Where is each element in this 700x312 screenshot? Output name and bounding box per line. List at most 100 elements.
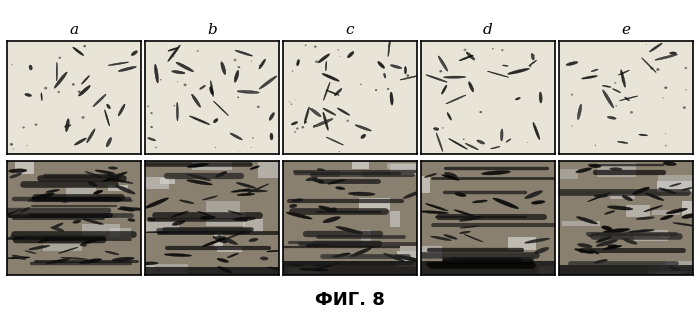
Bar <box>626 205 650 217</box>
Ellipse shape <box>645 193 664 201</box>
Circle shape <box>215 147 216 148</box>
Ellipse shape <box>444 235 457 239</box>
Bar <box>217 247 242 252</box>
Ellipse shape <box>93 94 106 107</box>
Circle shape <box>177 81 178 82</box>
Bar <box>258 162 287 178</box>
Ellipse shape <box>682 214 696 218</box>
Ellipse shape <box>405 66 407 74</box>
Ellipse shape <box>459 231 470 234</box>
Bar <box>361 230 371 246</box>
Circle shape <box>155 147 157 148</box>
Bar <box>547 169 578 179</box>
Circle shape <box>615 82 616 84</box>
Ellipse shape <box>187 180 212 185</box>
Ellipse shape <box>617 141 628 144</box>
Circle shape <box>150 112 153 114</box>
Ellipse shape <box>659 188 676 194</box>
Bar <box>610 193 635 199</box>
Ellipse shape <box>120 207 134 211</box>
Ellipse shape <box>607 206 633 210</box>
Ellipse shape <box>176 62 194 72</box>
Ellipse shape <box>589 164 601 168</box>
Ellipse shape <box>524 238 550 243</box>
Ellipse shape <box>473 200 487 203</box>
Ellipse shape <box>323 112 328 130</box>
Ellipse shape <box>200 216 216 220</box>
Circle shape <box>72 83 75 85</box>
Ellipse shape <box>403 191 421 198</box>
Ellipse shape <box>118 207 144 211</box>
Circle shape <box>78 90 80 93</box>
Text: a: a <box>69 23 79 37</box>
Circle shape <box>685 89 687 90</box>
Ellipse shape <box>318 54 330 63</box>
Ellipse shape <box>589 249 599 254</box>
Ellipse shape <box>430 236 452 241</box>
Ellipse shape <box>172 71 185 74</box>
Circle shape <box>10 143 13 146</box>
Bar <box>82 224 120 237</box>
Ellipse shape <box>317 168 325 171</box>
Bar <box>682 201 696 217</box>
Ellipse shape <box>666 208 687 214</box>
Ellipse shape <box>73 47 84 56</box>
Ellipse shape <box>227 253 239 258</box>
Ellipse shape <box>592 69 598 72</box>
Ellipse shape <box>426 75 447 82</box>
Ellipse shape <box>348 192 375 196</box>
Ellipse shape <box>608 116 616 119</box>
Ellipse shape <box>53 198 67 202</box>
Circle shape <box>252 137 253 139</box>
Ellipse shape <box>106 137 111 147</box>
Ellipse shape <box>144 232 169 233</box>
Bar <box>658 175 693 192</box>
Ellipse shape <box>179 200 194 204</box>
Circle shape <box>294 131 296 133</box>
Ellipse shape <box>433 128 439 130</box>
Bar <box>352 158 369 169</box>
Circle shape <box>466 52 468 53</box>
Ellipse shape <box>0 237 26 240</box>
Circle shape <box>239 151 240 152</box>
Ellipse shape <box>310 108 321 117</box>
Ellipse shape <box>314 263 340 270</box>
Ellipse shape <box>442 85 447 94</box>
Ellipse shape <box>582 76 597 79</box>
Circle shape <box>315 60 318 63</box>
Ellipse shape <box>566 61 578 66</box>
Ellipse shape <box>210 81 214 96</box>
Ellipse shape <box>603 90 614 108</box>
Ellipse shape <box>246 184 269 194</box>
Bar <box>146 265 155 274</box>
Ellipse shape <box>466 52 475 60</box>
Ellipse shape <box>25 93 32 96</box>
Ellipse shape <box>32 193 55 200</box>
Ellipse shape <box>459 55 473 61</box>
Circle shape <box>292 70 293 72</box>
Ellipse shape <box>603 245 622 250</box>
Ellipse shape <box>106 104 111 109</box>
Circle shape <box>388 45 389 47</box>
Ellipse shape <box>190 116 210 125</box>
Circle shape <box>527 142 528 143</box>
Circle shape <box>302 126 304 129</box>
Ellipse shape <box>636 217 655 220</box>
Ellipse shape <box>10 173 22 178</box>
Ellipse shape <box>286 264 303 266</box>
Circle shape <box>664 86 667 89</box>
Bar <box>559 265 693 275</box>
Ellipse shape <box>29 65 32 70</box>
Bar <box>387 163 421 169</box>
Ellipse shape <box>588 233 601 236</box>
Ellipse shape <box>187 174 211 181</box>
Ellipse shape <box>668 266 680 271</box>
Ellipse shape <box>438 56 448 71</box>
Ellipse shape <box>81 238 101 244</box>
Bar <box>43 244 82 251</box>
Ellipse shape <box>624 97 629 101</box>
Ellipse shape <box>623 239 637 244</box>
Bar <box>145 267 279 275</box>
Circle shape <box>257 106 260 108</box>
Circle shape <box>657 68 659 71</box>
